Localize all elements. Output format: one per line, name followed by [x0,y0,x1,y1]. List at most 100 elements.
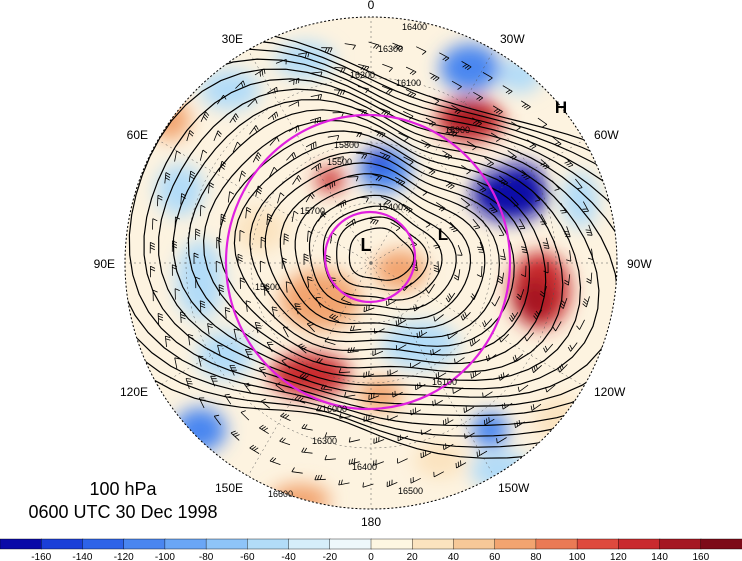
wind-barb [229,365,237,376]
wind-barb [355,152,368,160]
contour-label: 15800 [334,140,359,150]
wind-barb [372,349,384,356]
wind-barbs [149,41,594,488]
wind-barb [425,117,436,127]
wind-barb [269,136,280,146]
wind-barb [542,237,550,249]
wind-barb [514,419,525,429]
wind-barb [271,306,278,318]
wind-barb [316,406,328,413]
wind-barb [510,121,521,131]
wind-barb [559,297,568,309]
height-contour [125,39,617,448]
wind-barb [433,471,444,478]
wind-barb [254,322,262,334]
contour-label: 16200 [350,70,375,80]
lon-label-150w: 150W [498,481,530,495]
wind-barb [255,185,263,197]
wind-barb [288,101,300,107]
wind-barb [429,95,440,105]
wind-barb [180,311,186,323]
wind-barb [518,218,526,230]
wind-barb [232,141,242,153]
anomaly-blob [517,278,553,322]
wind-barb [551,180,560,191]
wind-barb [521,169,531,180]
wind-barb [224,307,231,319]
wind-barb [171,264,178,276]
wind-barb [414,382,426,391]
wind-barb [213,130,222,142]
wind-barb [233,328,239,340]
wind-barb [531,364,542,373]
wind-barb [413,304,424,312]
wind-barb [417,186,428,196]
wind-barb [540,214,547,225]
wind-barb [420,218,431,228]
anomaly-blob [200,70,260,110]
wind-barb [498,333,509,343]
colorbar-boxes [0,538,742,550]
colorbar-tick-label: 100 [569,552,586,561]
wind-barb [252,152,262,163]
wind-barb [576,319,585,330]
wind-barb [460,197,471,208]
wind-barb [373,436,385,444]
contour-label: 16600 [268,489,293,499]
wind-barb [476,241,485,253]
colorbar-tick-label: 40 [448,552,460,561]
anomaly-blob [280,270,360,330]
wind-barb [557,363,568,373]
wind-barb [508,312,519,322]
wind-barb [239,277,246,289]
wind-barb [482,318,493,328]
meridian-line [370,49,495,264]
latitude-circle [250,142,492,384]
wind-barb [507,150,517,160]
colorbar-tick-label: 120 [610,552,627,561]
wind-barb [411,259,418,271]
inner-magenta-circle [323,210,417,304]
wind-barb [340,295,352,304]
wind-barb [552,136,562,147]
wind-barb [482,72,493,82]
wind-barb [552,321,562,332]
wind-barb [216,94,227,105]
wind-barb [476,265,483,278]
wind-barb [291,467,303,474]
wind-barb [374,129,386,138]
colorbar-box [0,538,42,550]
wind-barb [258,366,267,378]
wind-barb [306,321,315,333]
meridian-line [370,139,585,264]
wind-barb [390,222,401,232]
wind-barb [334,67,346,73]
colorbar-box [370,538,413,550]
anomaly-blob [174,408,226,452]
colorbar-box [494,538,537,550]
wind-barb [229,113,239,124]
wind-barb [452,387,464,394]
height-contour [233,140,530,356]
wind-barb [324,337,336,345]
wind-barb [470,289,480,300]
wind-barb [368,41,380,50]
wind-barb [496,437,507,444]
low-center-label: L [361,235,372,255]
wind-barb [348,437,360,443]
wind-barb [471,117,482,127]
wind-barb [500,248,506,261]
contour-label: 15600 [255,282,280,292]
wind-barb [329,313,340,323]
colorbar-tick-label: -140 [72,552,92,561]
wind-barb [157,313,164,325]
wind-barb [367,217,379,225]
colorbar-tick-label: -40 [281,552,296,561]
wind-barb [349,325,362,332]
wind-barb [307,276,313,288]
latitude-circle [185,77,557,449]
wind-barb [483,417,495,426]
colorbar-tick-label: -160 [31,552,51,561]
lon-label-120w: 120W [594,385,626,399]
wind-barb [292,175,302,185]
